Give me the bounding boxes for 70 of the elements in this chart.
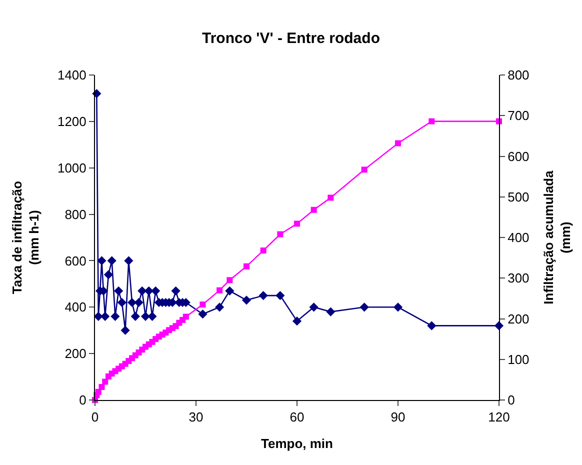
y-tick-label: 400 [64, 300, 86, 315]
point [124, 256, 134, 266]
point [310, 206, 317, 213]
point [151, 286, 160, 296]
y-tick-label: 1000 [57, 160, 86, 176]
point [134, 298, 144, 308]
y2-tick-label: 800 [508, 68, 530, 83]
point [97, 256, 106, 266]
point [171, 286, 180, 296]
y-tick-label: 1400 [57, 68, 86, 83]
x-axis-title: Tempo, min [261, 436, 334, 452]
point [326, 307, 336, 316]
y-tick-label: 200 [64, 346, 86, 362]
point [360, 302, 369, 312]
point [258, 290, 268, 300]
point [427, 321, 436, 330]
point [276, 290, 285, 300]
point [292, 316, 302, 326]
point [140, 312, 150, 321]
y-tick-label: 1200 [57, 114, 86, 129]
point [215, 302, 224, 312]
point [395, 140, 401, 146]
y2-tick-label: 0 [508, 392, 515, 408]
point [95, 388, 102, 395]
y-tick-label: 600 [64, 253, 86, 268]
point [98, 384, 105, 390]
point [242, 296, 252, 305]
point [428, 118, 435, 124]
x-tick-label: 30 [188, 410, 204, 425]
point [100, 312, 110, 321]
y-tick-label: 800 [64, 206, 86, 222]
point [225, 286, 234, 296]
x-tick-label: 90 [390, 410, 406, 425]
point [361, 166, 368, 173]
point [104, 270, 114, 280]
point [127, 298, 137, 308]
point [277, 231, 284, 238]
point [294, 220, 300, 227]
point [117, 298, 126, 308]
point [114, 286, 124, 296]
chart-title: Tronco 'V' - Entre rodado [202, 30, 380, 48]
point [226, 277, 233, 284]
y2-tick-label: 100 [508, 352, 530, 367]
x-tick-label: 0 [91, 410, 99, 425]
point [148, 312, 157, 321]
point [102, 378, 108, 385]
y-tick-label: 0 [79, 392, 86, 408]
point [393, 302, 403, 312]
point [110, 312, 120, 321]
point [216, 287, 223, 294]
point [182, 314, 189, 320]
y2-tick-label: 400 [508, 230, 530, 246]
point [328, 194, 334, 201]
point [130, 312, 140, 321]
point [309, 302, 318, 312]
y2-tick-label: 200 [508, 311, 530, 326]
y2-tick-label: 700 [508, 108, 530, 124]
x-tick-label: 60 [290, 410, 304, 425]
y2-tick-label: 300 [508, 270, 530, 286]
point [107, 256, 116, 266]
point [244, 263, 250, 270]
point [260, 248, 266, 254]
point [120, 326, 130, 335]
point [200, 302, 206, 308]
y2-tick-label: 500 [508, 189, 530, 204]
point [198, 310, 208, 319]
x-tick-label: 120 [488, 410, 510, 425]
y2-tick-label: 600 [508, 148, 530, 164]
y2-axis-title: Infiltração acumulada (mm) [540, 170, 573, 304]
y-axis-title: Taxa de infiltração (mm h-1) [10, 180, 42, 294]
